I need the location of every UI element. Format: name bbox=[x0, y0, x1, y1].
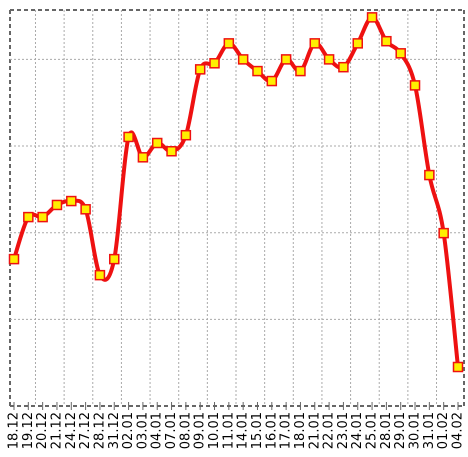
marker bbox=[166, 145, 177, 157]
marker bbox=[452, 361, 464, 373]
marker bbox=[51, 199, 63, 211]
x-tick-label: 08.01 bbox=[178, 412, 193, 449]
x-tick-label: 31.12 bbox=[107, 412, 122, 449]
x-tick-label: 20.12 bbox=[35, 412, 50, 449]
marker bbox=[137, 152, 149, 163]
x-tick-label: 17.01 bbox=[279, 412, 294, 449]
marker bbox=[295, 65, 306, 77]
x-tick-label: 30.01 bbox=[408, 412, 423, 449]
marker bbox=[309, 38, 321, 49]
x-tick-label: 04.02 bbox=[451, 412, 466, 449]
x-tick-label: 04.01 bbox=[150, 412, 165, 449]
marker bbox=[209, 58, 220, 69]
x-tick-label: 28.01 bbox=[379, 412, 394, 449]
marker bbox=[109, 253, 120, 265]
x-tick-label: 21.12 bbox=[49, 412, 64, 449]
x-tick-label: 27.12 bbox=[78, 412, 93, 449]
x-tick-label: 07.01 bbox=[164, 412, 179, 449]
marker bbox=[266, 75, 278, 87]
x-tick-label: 18.12 bbox=[7, 412, 22, 449]
marker bbox=[438, 227, 449, 239]
marker bbox=[409, 80, 421, 91]
marker bbox=[280, 54, 292, 65]
marker bbox=[424, 169, 435, 181]
marker bbox=[237, 54, 249, 65]
x-tick-label: 10.01 bbox=[207, 412, 222, 449]
x-tick-label: 18.01 bbox=[293, 412, 308, 449]
marker bbox=[223, 38, 235, 49]
x-tick-label: 01.02 bbox=[436, 412, 451, 449]
x-tick-label: 24.12 bbox=[64, 412, 79, 449]
x-tick-label: 02.01 bbox=[121, 412, 136, 449]
marker bbox=[395, 48, 406, 59]
marker bbox=[352, 38, 363, 49]
marker bbox=[180, 129, 192, 141]
marker bbox=[80, 204, 91, 215]
x-tick-label: 16.01 bbox=[264, 412, 279, 449]
x-tick-label: 22.01 bbox=[322, 412, 337, 449]
marker bbox=[66, 195, 77, 207]
marker bbox=[252, 65, 263, 77]
x-tick-label: 24.01 bbox=[350, 412, 365, 449]
x-tick-label: 11.01 bbox=[221, 412, 236, 449]
marker bbox=[123, 131, 134, 143]
x-tick-label: 31.01 bbox=[422, 412, 437, 449]
x-tick-label: 28.12 bbox=[92, 412, 107, 449]
marker bbox=[8, 253, 20, 265]
marker bbox=[23, 211, 34, 223]
x-tick-label: 29.01 bbox=[393, 412, 408, 449]
x-tick-label: 15.01 bbox=[250, 412, 265, 449]
x-tick-label: 09.01 bbox=[193, 412, 208, 449]
marker bbox=[94, 269, 106, 281]
x-tick-label: 03.01 bbox=[135, 412, 150, 449]
marker bbox=[381, 35, 392, 47]
marker bbox=[366, 12, 378, 23]
x-tick-label: 14.01 bbox=[236, 412, 251, 449]
x-tick-label: 19.12 bbox=[21, 412, 36, 449]
marker bbox=[323, 54, 335, 65]
marker bbox=[37, 211, 48, 223]
x-tick-label: 21.01 bbox=[307, 412, 322, 449]
marker bbox=[338, 61, 349, 73]
x-tick-label: 23.01 bbox=[336, 412, 351, 449]
marker bbox=[151, 137, 163, 149]
x-tick-label: 25.01 bbox=[365, 412, 380, 449]
marker bbox=[194, 64, 206, 75]
